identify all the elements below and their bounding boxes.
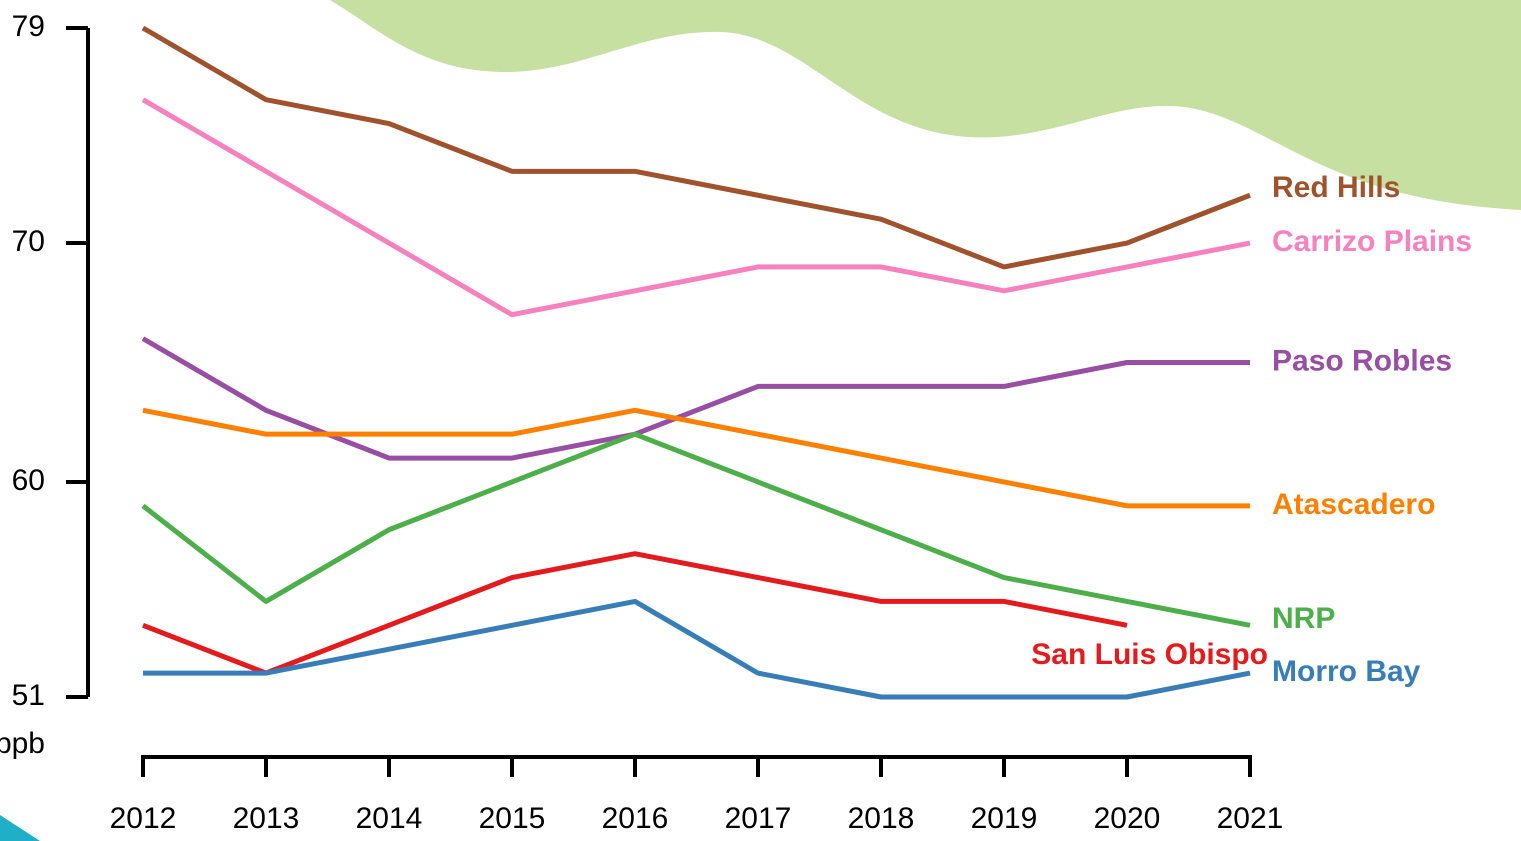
y-axis-label: ppb	[0, 727, 45, 760]
decor-corner	[0, 815, 40, 841]
x-tick-label: 2018	[848, 802, 915, 835]
series-label: NRP	[1272, 602, 1335, 635]
y-tick-label: 51	[12, 679, 45, 712]
series-label: Atascadero	[1272, 488, 1435, 521]
x-tick-label: 2017	[725, 802, 792, 835]
series-label: Carrizo Plains	[1272, 225, 1472, 258]
x-tick-label: 2015	[479, 802, 546, 835]
chart: ppb 51 60 70 79 2012 2013 2014 2015 2016 2017 2018…	[0, 0, 1521, 841]
y-tick-label: 60	[12, 464, 45, 497]
x-tick-label: 2021	[1217, 802, 1284, 835]
page: ppb 51 60 70 79 2012 2013 2014 2015 2016 2017 2018…	[0, 0, 1521, 841]
series-label: Morro Bay	[1272, 655, 1421, 688]
y-tick-label: 70	[12, 225, 45, 258]
series-line	[143, 339, 1250, 458]
y-tick-label: 79	[12, 10, 45, 43]
x-tick-label: 2012	[110, 802, 177, 835]
x-tick-label: 2014	[356, 802, 423, 835]
series-label: San Luis Obispo	[1031, 638, 1268, 671]
series-line	[143, 100, 1250, 315]
x-tick-label: 2020	[1094, 802, 1161, 835]
x-tick-label: 2019	[971, 802, 1038, 835]
series-label: Red Hills	[1272, 171, 1400, 204]
x-tick-label: 2016	[602, 802, 669, 835]
series-line	[143, 434, 1250, 625]
series-line	[143, 554, 1127, 673]
x-tick-label: 2013	[233, 802, 300, 835]
series-label: Paso Robles	[1272, 344, 1452, 377]
